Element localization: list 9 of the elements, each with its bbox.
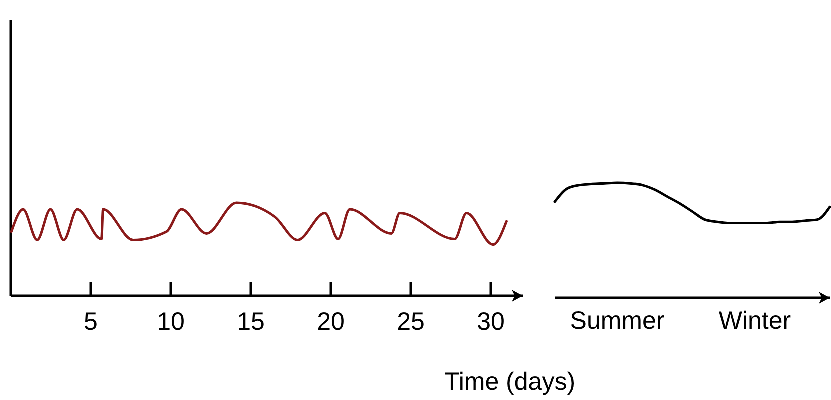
x-tick-label: 5 bbox=[84, 308, 98, 336]
x-axis-title: Time (days) bbox=[444, 368, 576, 396]
x-tick-label: 30 bbox=[477, 308, 505, 336]
x-tick-label: 15 bbox=[237, 308, 265, 336]
x-tick-label: 25 bbox=[397, 308, 425, 336]
x-tick-label: 10 bbox=[157, 308, 185, 336]
x-tick-label: Winter bbox=[718, 307, 792, 335]
x-tick-label: 20 bbox=[317, 308, 345, 336]
x-tick-label: Summer bbox=[570, 307, 665, 335]
